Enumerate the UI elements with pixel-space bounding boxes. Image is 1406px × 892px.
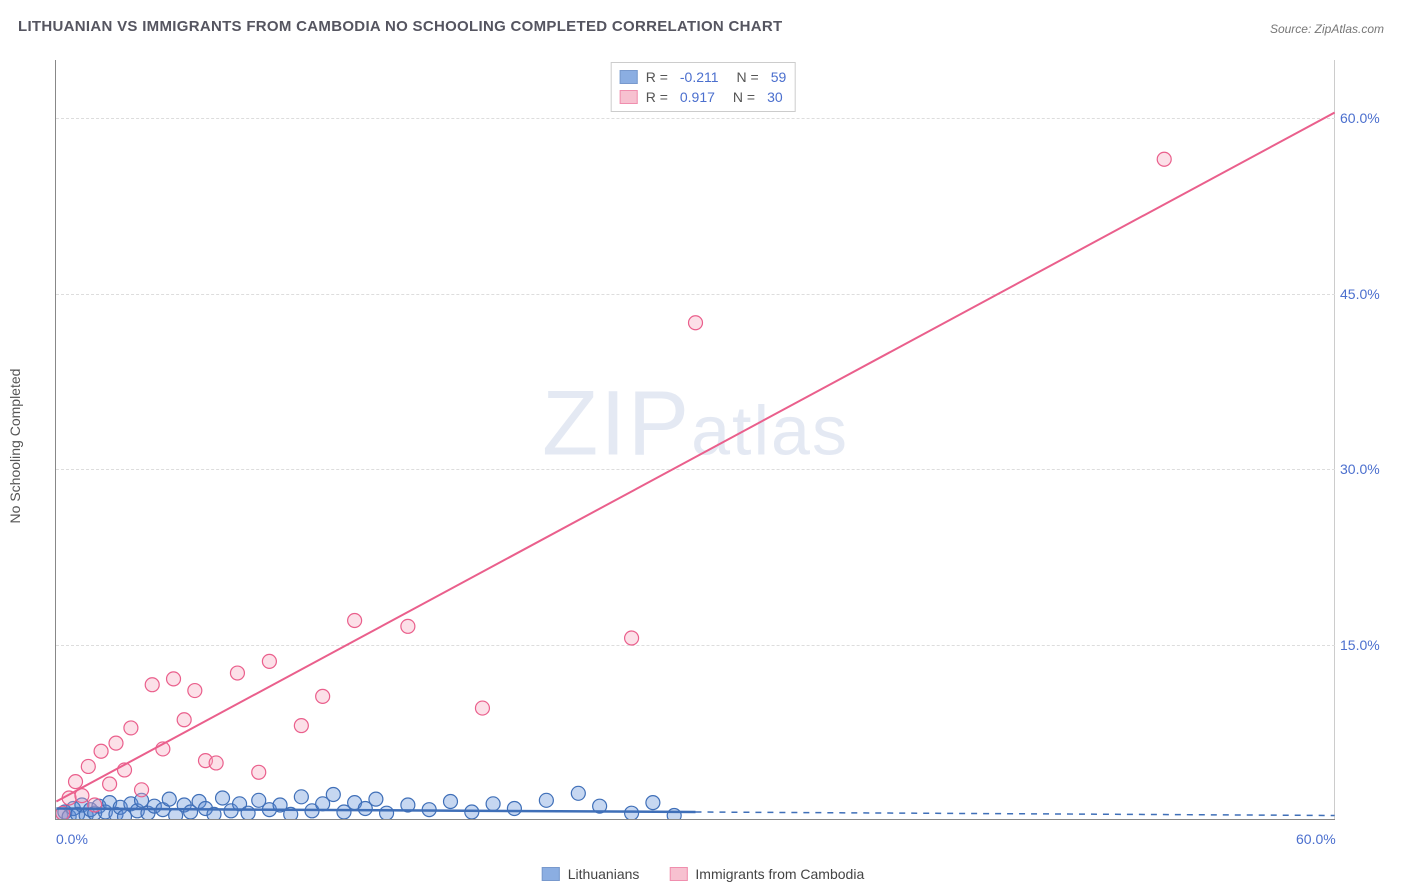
r-label: R = <box>646 69 668 85</box>
y-tick-label: 60.0% <box>1340 110 1390 126</box>
series-legend: Lithuanians Immigrants from Cambodia <box>542 866 864 882</box>
r-value-blue: -0.211 <box>680 69 719 85</box>
n-value-blue: 59 <box>771 69 787 85</box>
swatch-blue <box>620 70 638 84</box>
legend-label-pink: Immigrants from Cambodia <box>695 866 864 882</box>
y-tick-label: 45.0% <box>1340 286 1390 302</box>
plot-area: ZIPatlas 15.0%30.0%45.0%60.0%0.0%60.0% <box>55 60 1335 820</box>
stats-row-blue: R = -0.211 N = 59 <box>620 67 787 87</box>
x-tick-label: 0.0% <box>56 831 88 847</box>
y-axis-label: No Schooling Completed <box>7 369 23 524</box>
r-label: R = <box>646 89 668 105</box>
n-label: N = <box>737 69 759 85</box>
legend-label-blue: Lithuanians <box>568 866 640 882</box>
stats-legend: R = -0.211 N = 59 R = 0.917 N = 30 <box>611 62 796 112</box>
y-tick-label: 15.0% <box>1340 637 1390 653</box>
legend-item-blue: Lithuanians <box>542 866 640 882</box>
chart-title: LITHUANIAN VS IMMIGRANTS FROM CAMBODIA N… <box>18 18 783 35</box>
source-attribution: Source: ZipAtlas.com <box>1270 22 1384 36</box>
x-tick-label: 60.0% <box>1296 831 1336 847</box>
swatch-pink <box>620 90 638 104</box>
stats-row-pink: R = 0.917 N = 30 <box>620 87 787 107</box>
chart-svg <box>56 60 1335 819</box>
swatch-blue <box>542 867 560 881</box>
swatch-pink <box>669 867 687 881</box>
legend-item-pink: Immigrants from Cambodia <box>669 866 864 882</box>
n-label: N = <box>733 89 755 105</box>
y-tick-label: 30.0% <box>1340 461 1390 477</box>
n-value-pink: 30 <box>767 89 783 105</box>
r-value-pink: 0.917 <box>680 89 715 105</box>
